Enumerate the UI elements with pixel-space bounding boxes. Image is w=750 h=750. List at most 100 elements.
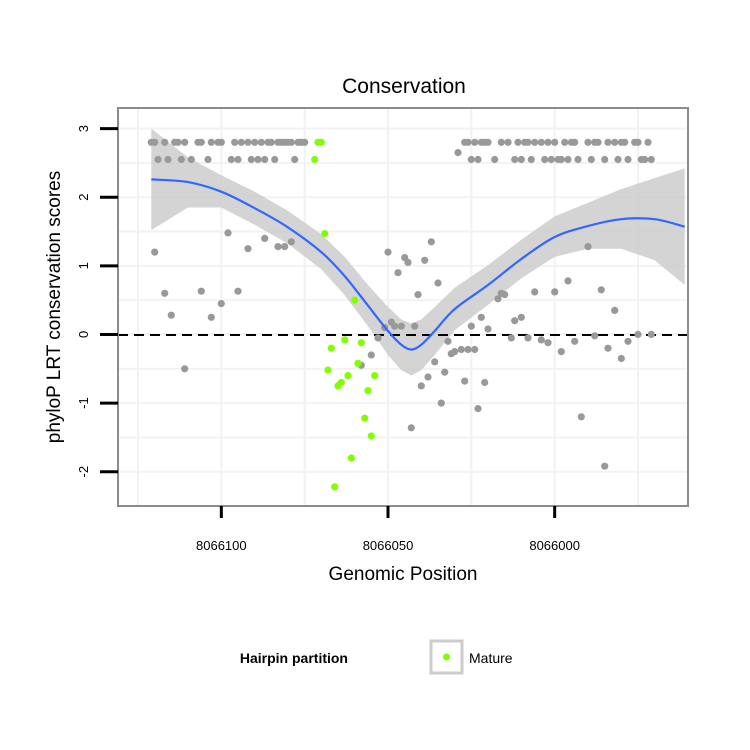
- scatter-points: [147, 138, 655, 491]
- data-point-other: [584, 243, 592, 251]
- data-point-other: [467, 155, 475, 164]
- data-point-other: [197, 138, 205, 146]
- data-point-mature: [371, 372, 379, 380]
- data-point-other: [181, 365, 189, 373]
- data-point-other: [431, 358, 439, 366]
- data-point-other: [411, 322, 419, 330]
- data-point-other: [207, 138, 215, 146]
- data-point-other: [537, 336, 545, 344]
- data-point-other: [591, 332, 599, 340]
- data-point-mature: [337, 378, 345, 387]
- y-tick-label: 2: [76, 194, 91, 201]
- data-point-other: [374, 334, 382, 342]
- data-point-mature: [327, 344, 335, 352]
- data-point-other: [571, 138, 579, 146]
- data-point-other: [524, 138, 532, 146]
- data-point-other: [271, 155, 279, 164]
- data-point-other: [634, 330, 642, 338]
- data-point-mature: [361, 414, 369, 422]
- data-point-other: [481, 378, 489, 387]
- data-point-other: [611, 138, 619, 146]
- data-point-other: [237, 138, 245, 146]
- y-tick-label: -2: [76, 466, 91, 478]
- x-axis: 8066100 8066050 8066000: [196, 506, 580, 553]
- data-point-mature: [344, 372, 352, 380]
- data-point-other: [281, 243, 289, 251]
- data-point-other: [197, 287, 205, 295]
- data-point-other: [274, 243, 282, 251]
- data-point-other: [297, 138, 305, 146]
- data-point-mature: [351, 296, 359, 304]
- data-point-other: [647, 330, 655, 338]
- data-point-other: [234, 287, 242, 295]
- y-axis-title: phyloP LRT conservation scores: [44, 171, 65, 444]
- data-point-other: [644, 138, 652, 146]
- data-point-other: [414, 291, 422, 299]
- legend-title: Hairpin partition: [240, 650, 348, 666]
- data-point-other: [497, 138, 505, 146]
- data-point-other: [177, 155, 185, 164]
- data-point-other: [494, 295, 502, 303]
- smooth-line: [151, 178, 685, 351]
- data-point-other: [477, 313, 485, 321]
- data-point-other: [604, 344, 612, 352]
- data-point-mature: [341, 336, 349, 344]
- y-axis: -2 -1 0 1 2 3: [76, 125, 118, 477]
- data-point-other: [404, 258, 412, 266]
- data-point-other: [624, 155, 632, 164]
- data-point-other: [154, 155, 162, 164]
- data-point-other: [541, 155, 549, 164]
- data-point-other: [614, 155, 622, 164]
- data-point-other: [557, 155, 565, 164]
- data-point-other: [251, 138, 259, 146]
- data-point-other: [527, 155, 535, 164]
- chart-title: Conservation: [342, 75, 466, 98]
- data-point-other: [491, 155, 499, 164]
- data-point-other: [557, 348, 565, 356]
- data-point-other: [287, 138, 295, 146]
- data-point-other: [384, 248, 392, 256]
- x-tick-label: 8066100: [196, 538, 247, 553]
- data-point-other: [464, 345, 472, 354]
- data-point-mature: [357, 339, 365, 347]
- data-point-other: [427, 238, 435, 246]
- data-point-other: [511, 317, 519, 325]
- data-point-other: [394, 269, 402, 277]
- data-point-other: [261, 155, 269, 164]
- data-point-other: [227, 155, 235, 164]
- data-point-other: [434, 279, 442, 287]
- x-axis-title: Genomic Position: [329, 564, 478, 585]
- data-point-other: [204, 155, 212, 164]
- data-point-mature: [347, 454, 355, 462]
- data-point-other: [524, 334, 532, 342]
- y-tick-label: 0: [76, 331, 91, 338]
- data-point-other: [287, 238, 295, 246]
- legend-key-point: [443, 653, 450, 661]
- data-point-other: [564, 155, 572, 164]
- data-point-mature: [311, 155, 319, 164]
- data-point-other: [437, 399, 445, 407]
- plot-panel-border: [117, 107, 689, 507]
- data-point-other: [537, 138, 545, 146]
- data-point-other: [164, 155, 172, 164]
- data-point-other: [517, 313, 525, 321]
- x-tick-label: 8066000: [529, 538, 580, 553]
- data-point-other: [574, 155, 582, 164]
- data-point-mature: [317, 138, 325, 146]
- data-point-other: [291, 155, 299, 164]
- smooth-curve: [151, 178, 685, 351]
- data-point-other: [151, 138, 159, 146]
- data-point-other: [397, 322, 405, 330]
- data-point-mature: [354, 359, 362, 367]
- data-point-other: [511, 155, 519, 164]
- data-point-other: [151, 248, 159, 256]
- data-point-other: [471, 138, 479, 146]
- legend: Hairpin partition Mature: [240, 639, 513, 675]
- data-point-other: [461, 377, 469, 385]
- data-point-other: [244, 245, 252, 253]
- data-point-other: [597, 286, 605, 294]
- x-tick-label: 8066050: [363, 538, 414, 553]
- data-point-other: [464, 138, 472, 146]
- y-tick-label: 1: [76, 262, 91, 269]
- data-point-other: [161, 289, 169, 297]
